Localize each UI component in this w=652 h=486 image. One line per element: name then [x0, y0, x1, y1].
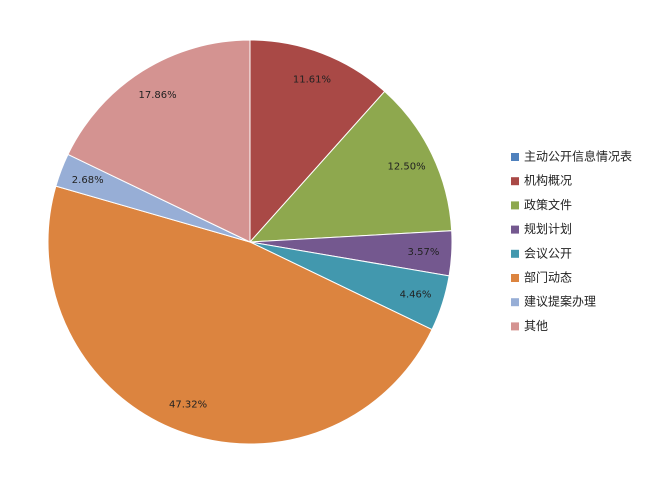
legend-label: 部门动态	[524, 270, 572, 285]
legend-label: 主动公开信息情况表	[524, 149, 632, 164]
legend-label: 机构概况	[524, 173, 572, 188]
pie-slice	[67, 39, 251, 243]
legend-swatch	[511, 177, 519, 186]
data-label: 2.68%	[72, 175, 104, 186]
data-label: 11.61%	[293, 75, 331, 86]
legend-label: 规划计划	[524, 221, 572, 236]
legend-swatch	[511, 201, 519, 210]
data-label: 3.57%	[408, 247, 440, 258]
legend-swatch	[511, 153, 519, 161]
pie-slice	[47, 185, 433, 445]
data-label: 4.46%	[400, 290, 432, 301]
legend-label: 建议提案办理	[524, 294, 596, 309]
data-label: 17.86%	[138, 90, 176, 101]
legend-label: 政策文件	[524, 197, 572, 212]
legend-label: 其他	[524, 319, 548, 333]
legend-label: 会议公开	[524, 246, 572, 260]
legend-swatch	[511, 298, 519, 307]
data-label: 12.50%	[387, 162, 425, 173]
legend-swatch	[511, 274, 519, 282]
legend-swatch	[511, 322, 519, 331]
data-label: 47.32%	[169, 399, 207, 410]
legend-swatch	[511, 225, 519, 234]
pie-slice	[249, 39, 386, 244]
pie-slice	[248, 90, 453, 243]
legend-swatch	[511, 249, 519, 258]
